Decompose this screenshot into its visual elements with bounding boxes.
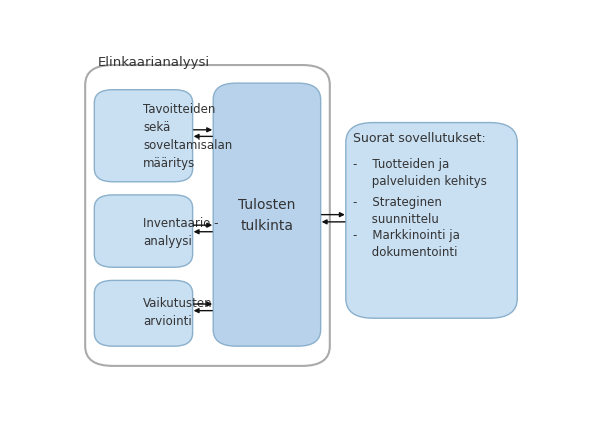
FancyBboxPatch shape — [94, 196, 192, 268]
FancyBboxPatch shape — [85, 66, 330, 366]
Text: Tulosten
tulkinta: Tulosten tulkinta — [238, 198, 296, 233]
Text: -    Tuotteiden ja
     palveluiden kehitys: - Tuotteiden ja palveluiden kehitys — [353, 158, 487, 187]
Text: Elinkaarianalyysi: Elinkaarianalyysi — [98, 56, 210, 69]
Text: -    Strateginen
     suunnittelu: - Strateginen suunnittelu — [353, 195, 441, 225]
FancyBboxPatch shape — [94, 90, 192, 182]
Text: Vaikutusten
arviointi: Vaikutusten arviointi — [143, 296, 213, 327]
FancyBboxPatch shape — [94, 281, 192, 346]
Text: Tavoitteiden
sekä
soveltamisalan
määritys: Tavoitteiden sekä soveltamisalan määrity… — [143, 103, 232, 170]
FancyBboxPatch shape — [346, 123, 517, 319]
FancyBboxPatch shape — [213, 84, 321, 346]
Text: Suorat sovellutukset:: Suorat sovellutukset: — [353, 132, 486, 144]
Text: -    Markkinointi ja
     dokumentointi: - Markkinointi ja dokumentointi — [353, 228, 460, 258]
Text: Inventaario -
analyysi: Inventaario - analyysi — [143, 216, 219, 247]
